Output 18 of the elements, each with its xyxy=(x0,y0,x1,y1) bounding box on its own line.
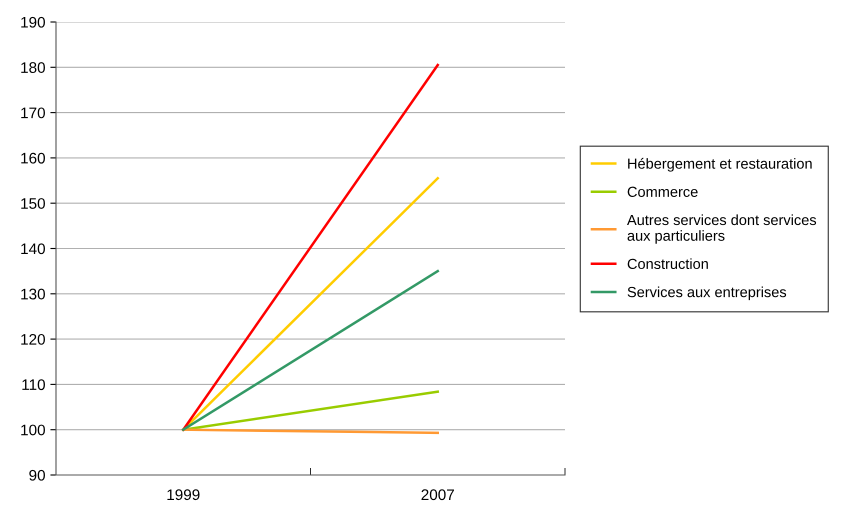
y-tick-label: 190 xyxy=(21,16,45,28)
y-tick-label: 100 xyxy=(21,424,45,436)
legend-label: Construction xyxy=(628,258,708,270)
y-tick-label: 90 xyxy=(29,470,45,481)
legend-label: Services aux entreprises xyxy=(628,286,786,300)
y-tick-label: 180 xyxy=(21,62,45,73)
y-tick-label: 140 xyxy=(21,243,45,254)
y-tick-label: 130 xyxy=(21,288,45,300)
y-tick-label: 160 xyxy=(21,152,45,164)
y-tick-label: 150 xyxy=(21,198,45,209)
y-tick-label: 110 xyxy=(22,379,45,390)
x-tick-label: 2007 xyxy=(422,489,454,500)
y-tick-label: 120 xyxy=(21,334,45,345)
y-tick-label: 170 xyxy=(21,107,45,118)
legend-label: Commerce xyxy=(628,186,698,197)
x-tick-label: 1999 xyxy=(167,489,200,500)
legend-label: Hébergement et restauration xyxy=(628,158,812,172)
legend-label: Autres services dont services aux particuliers xyxy=(626,214,816,244)
